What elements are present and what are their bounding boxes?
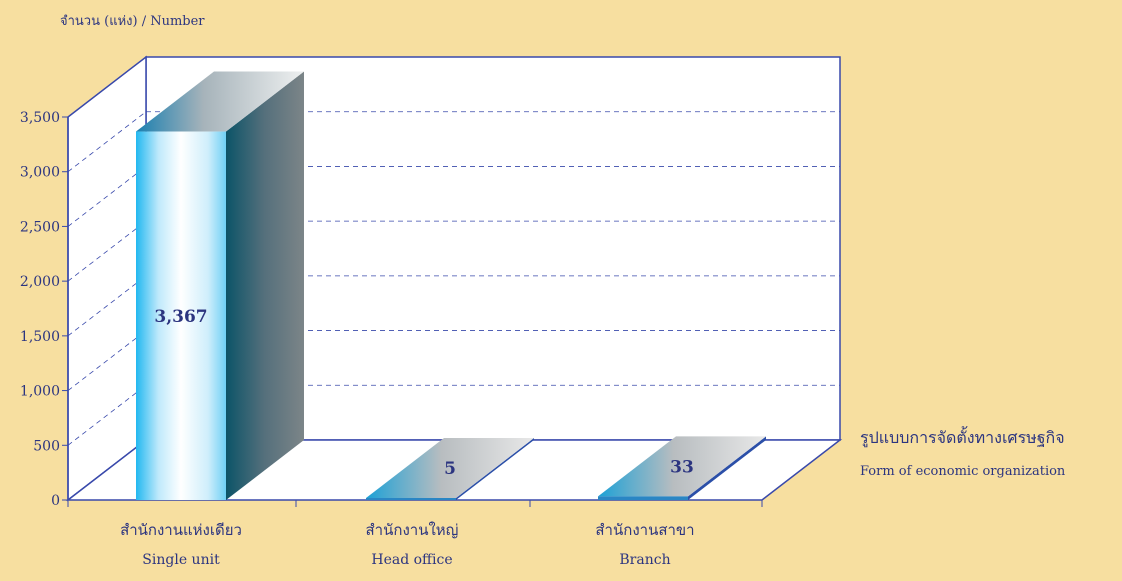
gridlines (67, 56, 840, 446)
bar-1: 5 (366, 438, 534, 500)
bar-value-label: 3,367 (154, 307, 207, 327)
y-tick-label: 2,000 (20, 274, 60, 290)
category-label-en-0: Single unit (142, 552, 220, 568)
bar-top-face (598, 436, 766, 497)
bar-front-face (136, 131, 226, 500)
gridline-side (67, 384, 147, 446)
x-axis (67, 500, 763, 507)
y-axis-title: จำนวน (แห่ง) / Number (60, 14, 205, 29)
bar-value-label: 33 (670, 457, 694, 477)
bar-side-face (688, 436, 766, 500)
y-tick-label: 500 (33, 438, 60, 454)
category-label-th-0: สำนักงานแห่งเดียว (120, 521, 242, 539)
bar-side-face (226, 71, 304, 500)
y-tick-label: 3,500 (20, 110, 60, 126)
x-axis-title-th: รูปแบบการจัดตั้งทางเศรษฐกิจ (860, 426, 1065, 448)
category-labels: สำนักงานแห่งเดียว Single unit สำนักงานให… (120, 521, 695, 568)
side-wall (67, 55, 147, 502)
gridline-side (67, 111, 147, 173)
bars: 3,367 5 33 (136, 71, 766, 500)
bar-front-face (598, 496, 688, 500)
category-label-en-2: Branch (619, 552, 670, 568)
y-tick-label: 1,000 (20, 384, 60, 400)
gridline-side (67, 330, 147, 391)
gridline-side (67, 275, 147, 337)
gridline-side (67, 166, 147, 227)
category-label-en-1: Head office (371, 552, 452, 568)
y-tick-label: 1,500 (20, 329, 60, 345)
y-tick-label: 3,000 (20, 165, 60, 181)
category-label-th-1: สำนักงานใหญ่ (366, 521, 459, 539)
bar-top-face (366, 438, 534, 498)
gridline-side (67, 220, 147, 282)
bar-2: 33 (598, 436, 766, 500)
bar-value-label: 5 (444, 459, 456, 479)
y-axis-ticks: 0 500 1,000 1,500 2,000 2,500 3,000 3,500 (20, 110, 69, 509)
gridline-side (67, 56, 147, 118)
x-axis-title-en: Form of economic organization (860, 464, 1066, 479)
bar-front-face (366, 498, 456, 500)
category-label-th-2: สำนักงานสาขา (595, 521, 694, 539)
bar-side-face (456, 438, 534, 500)
y-tick-label: 2,500 (20, 219, 60, 235)
y-tick-label: 0 (51, 493, 60, 509)
bar-0: 3,367 (136, 71, 304, 500)
bar-top-face (136, 71, 304, 132)
